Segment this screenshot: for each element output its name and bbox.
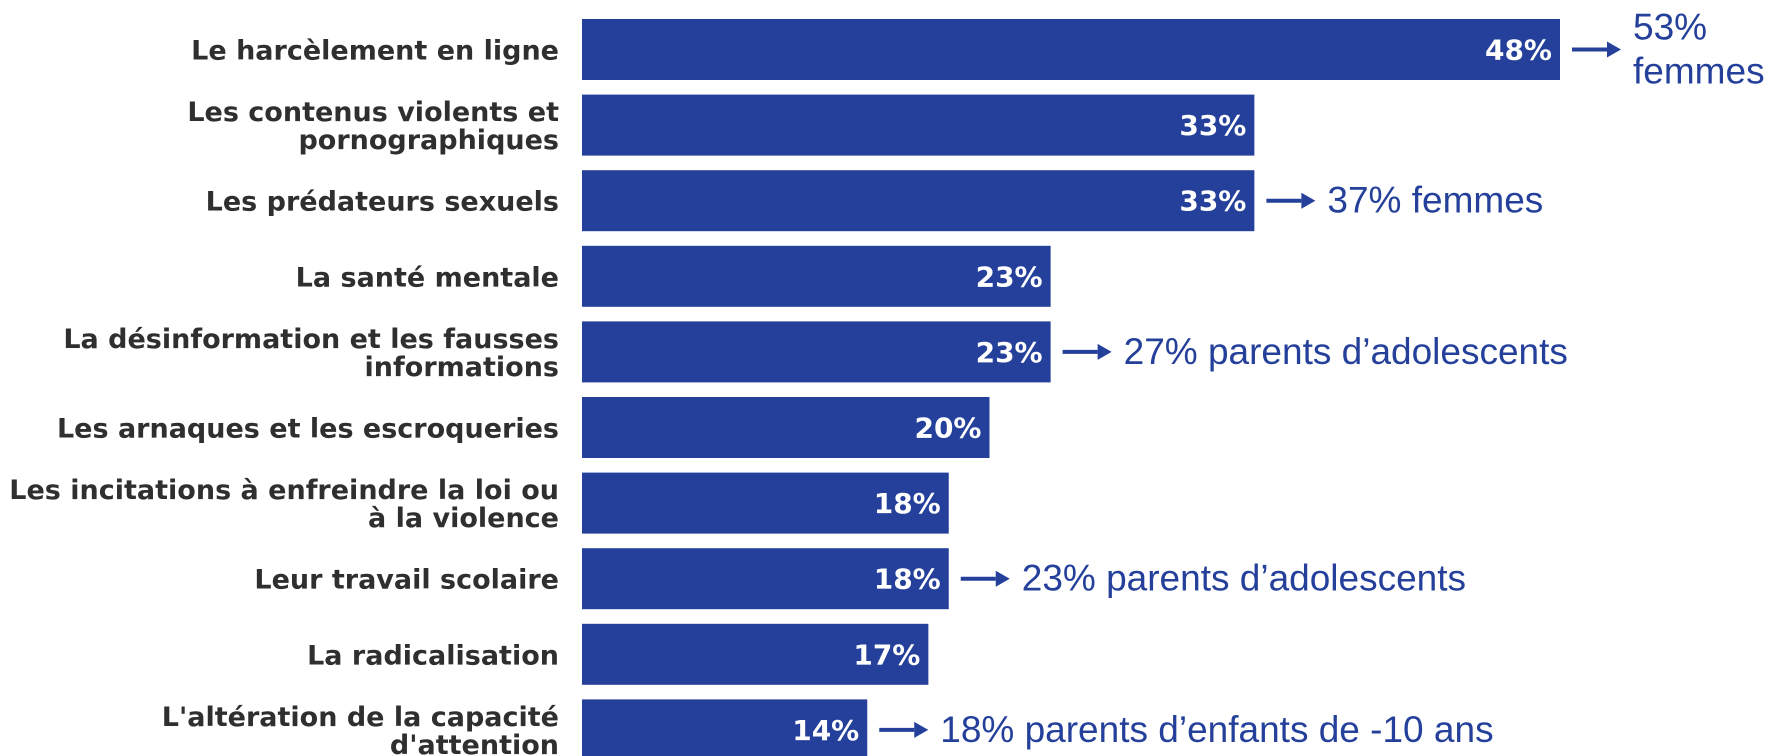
category-label: d'attention [390,730,559,756]
annotation-text: 53% [1633,7,1707,48]
annotation-arrow-head [1097,343,1112,360]
annotation-text: 23% parents d’adolescents [1022,558,1466,599]
bar-value-label: 23% [976,260,1043,293]
bar [582,472,949,534]
category-label: Les incitations à enfreindre la loi ou [9,475,559,506]
category-label: La santé mentale [296,262,559,293]
bar-value-label: 20% [914,412,981,445]
bar [582,94,1255,156]
category-label: informations [365,352,559,383]
annotation-arrow-head [995,570,1010,587]
bar-value-label: 14% [792,714,859,747]
bar-value-label: 48% [1485,34,1552,67]
bar [582,170,1255,232]
annotation-arrow-head [1607,41,1621,58]
annotation-text: femmes [1633,51,1765,92]
category-label: La désinformation et les fausses [63,324,559,355]
annotation-arrow-head [1301,192,1316,209]
bar-value-label: 18% [874,563,941,596]
bar [582,699,868,756]
bar [582,245,1051,307]
bar [582,397,990,458]
bar [582,623,929,685]
annotation-text: 27% parents d’adolescents [1124,331,1568,372]
category-label: pornographiques [298,125,559,156]
bar-value-label: 23% [976,336,1043,369]
bar-value-label: 17% [853,638,920,671]
category-label: Les arnaques et les escroqueries [57,414,559,445]
category-label: Les contenus violents et [187,97,559,128]
annotation-arrow-head [914,721,929,738]
category-label: La radicalisation [307,640,559,671]
bar [582,321,1051,383]
bar [582,548,949,610]
annotation-text: 18% parents d’enfants de -10 ans [940,709,1493,750]
bar-value-label: 33% [1179,109,1246,142]
category-label: Le harcèlement en ligne [191,36,559,67]
category-label: Leur travail scolaire [254,565,559,596]
category-label: L'altération de la capacité [162,702,559,733]
bar-value-label: 18% [874,487,941,520]
category-label: à la violence [368,503,559,534]
bar [582,19,1560,80]
annotation-text: 37% femmes [1327,180,1543,221]
category-label: Les prédateurs sexuels [206,187,559,218]
bar-value-label: 33% [1179,185,1246,218]
